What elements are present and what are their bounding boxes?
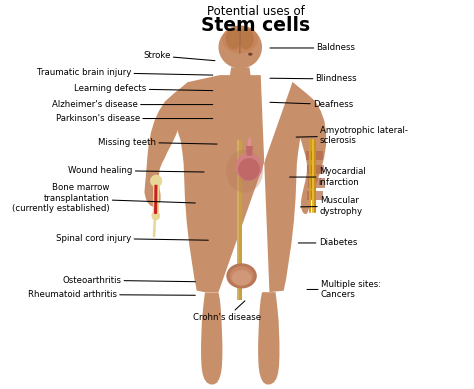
Text: Parkinson's disease: Parkinson's disease: [56, 114, 213, 123]
Text: Baldness: Baldness: [270, 44, 356, 53]
Ellipse shape: [226, 28, 242, 49]
Polygon shape: [306, 151, 323, 160]
Ellipse shape: [238, 28, 254, 49]
Polygon shape: [153, 219, 156, 237]
Polygon shape: [239, 140, 242, 300]
Ellipse shape: [150, 175, 162, 187]
Text: Learning defects: Learning defects: [74, 84, 213, 93]
Polygon shape: [307, 165, 324, 174]
Polygon shape: [307, 191, 323, 200]
Text: Rheumatoid arthritis: Rheumatoid arthritis: [28, 290, 195, 299]
Ellipse shape: [151, 211, 160, 221]
Text: Muscular
dystrophy: Muscular dystrophy: [301, 196, 363, 216]
Polygon shape: [237, 140, 239, 300]
Text: Stem cells: Stem cells: [201, 16, 310, 35]
Ellipse shape: [222, 26, 258, 53]
Text: Spinal cord injury: Spinal cord injury: [56, 234, 209, 243]
Polygon shape: [236, 152, 261, 181]
Ellipse shape: [238, 158, 260, 180]
Ellipse shape: [219, 26, 262, 68]
Text: Crohn's disease: Crohn's disease: [193, 301, 261, 322]
Ellipse shape: [232, 270, 251, 286]
Polygon shape: [230, 67, 251, 76]
Text: Potential uses of: Potential uses of: [207, 5, 304, 18]
Text: Multiple sites:
Cancers: Multiple sites: Cancers: [307, 280, 381, 299]
Text: Amyotrophic lateral-
sclerosis: Amyotrophic lateral- sclerosis: [296, 126, 408, 145]
Text: Missing teeth: Missing teeth: [98, 138, 217, 147]
Text: Bone marrow
transplantation
(currently established): Bone marrow transplantation (currently e…: [12, 184, 195, 213]
Text: Myocardial
infarction: Myocardial infarction: [290, 167, 365, 187]
Text: Deafness: Deafness: [270, 100, 353, 109]
Polygon shape: [145, 82, 197, 207]
Ellipse shape: [236, 152, 263, 180]
Ellipse shape: [229, 266, 254, 286]
Polygon shape: [291, 82, 326, 214]
Polygon shape: [246, 146, 253, 156]
Polygon shape: [173, 75, 307, 384]
Text: Alzheimer's disease: Alzheimer's disease: [52, 100, 213, 109]
Ellipse shape: [226, 150, 263, 193]
Polygon shape: [153, 183, 160, 216]
Text: Stroke: Stroke: [143, 51, 215, 61]
Polygon shape: [154, 185, 157, 214]
Text: Blindness: Blindness: [270, 74, 357, 84]
Text: Traumatic brain injury: Traumatic brain injury: [37, 68, 213, 77]
Polygon shape: [248, 138, 251, 146]
Text: Diabetes: Diabetes: [298, 238, 357, 247]
Ellipse shape: [226, 263, 257, 289]
Text: Wound healing: Wound healing: [68, 166, 204, 175]
Ellipse shape: [248, 53, 253, 56]
Text: Osteoarthritis: Osteoarthritis: [63, 276, 195, 285]
Polygon shape: [308, 178, 325, 187]
